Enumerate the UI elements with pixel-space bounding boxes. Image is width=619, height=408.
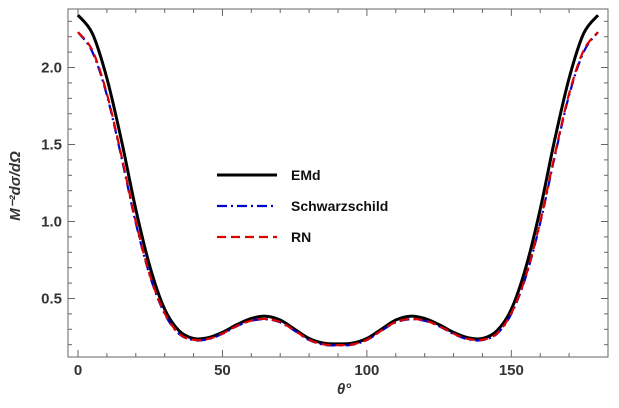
y-axis-label: M⁻²dσ/dΩ bbox=[7, 151, 24, 221]
series-line-schwarzschild bbox=[77, 31, 599, 347]
series-line-emd bbox=[76, 14, 600, 346]
y-tick-label: 1.0 bbox=[41, 213, 62, 230]
y-tick-label: 0.5 bbox=[41, 290, 62, 307]
x-axis-label: θ° bbox=[337, 381, 352, 398]
x-tick-label: 100 bbox=[354, 362, 379, 379]
plot-frame bbox=[67, 8, 609, 358]
legend-label-rn: RN bbox=[291, 229, 311, 245]
y-tick-label: 2.0 bbox=[41, 60, 62, 77]
axis-tick-labels: 0 50 100 150 0.5 1.0 1.5 2.0 bbox=[41, 60, 524, 379]
x-tick-label: 50 bbox=[214, 362, 231, 379]
plot-area-border bbox=[67, 8, 609, 358]
y-tick-label: 1.5 bbox=[41, 137, 62, 154]
legend-label-schwarzschild: Schwarzschild bbox=[291, 198, 388, 214]
x-tick-label: 0 bbox=[74, 362, 82, 379]
series-lines bbox=[76, 14, 600, 347]
series-line-rn bbox=[77, 31, 599, 347]
legend: EMd Schwarzschild RN bbox=[217, 167, 388, 245]
legend-label-emd: EMd bbox=[291, 167, 321, 183]
axis-ticks bbox=[68, 9, 608, 357]
x-tick-label: 150 bbox=[499, 362, 524, 379]
